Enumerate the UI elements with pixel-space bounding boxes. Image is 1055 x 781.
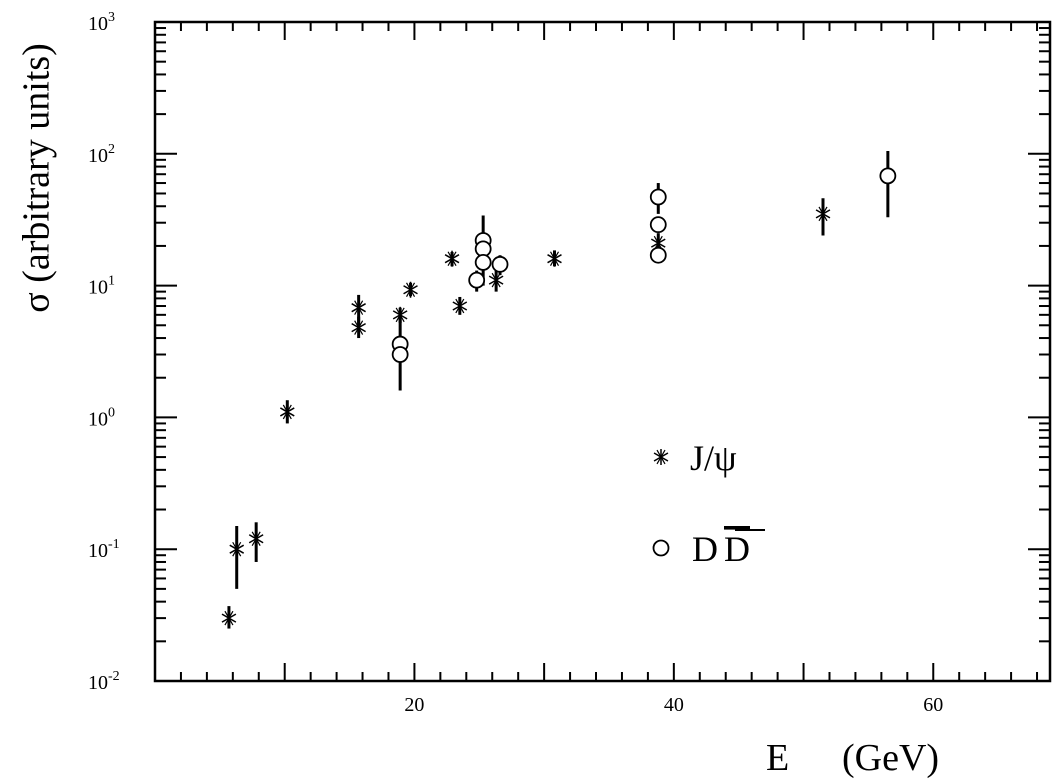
- ddbar-point: [468, 271, 486, 289]
- y-tick-base: 10: [88, 13, 108, 35]
- x-axis-unit: (GeV): [842, 737, 939, 779]
- ddbar-point: [491, 255, 509, 273]
- y-tick-exponent: 0: [108, 405, 115, 420]
- ddbar-point: [649, 188, 667, 206]
- y-tick-exponent: 3: [108, 10, 115, 25]
- y-tick-label: 101: [88, 274, 115, 299]
- jpsi-point: [248, 530, 264, 547]
- y-tick-label: 100: [88, 405, 115, 430]
- ddbar-point: [391, 346, 409, 363]
- x-tick-label: 60: [923, 694, 943, 716]
- ddbar-point: [474, 253, 492, 271]
- jpsi-point: [403, 281, 418, 298]
- y-tick-base: 10: [88, 540, 108, 562]
- y-tick-base: 10: [88, 145, 108, 167]
- y-tick-base: 10: [88, 277, 108, 299]
- jpsi-point: [444, 250, 460, 267]
- y-tick-label: 102: [88, 142, 115, 167]
- jpsi-point: [351, 319, 366, 336]
- x-tick-labels: 20 40 60: [404, 694, 943, 716]
- jpsi-point: [221, 610, 237, 627]
- y-tick-exponent: 1: [108, 274, 115, 289]
- error-bars: [227, 151, 890, 629]
- jpsi-point: [351, 299, 366, 316]
- legend-circle-marker: [652, 539, 670, 557]
- y-axis-label: σ (arbitrary units): [16, 43, 58, 313]
- x-tick-label: 40: [664, 694, 684, 716]
- jpsi-point: [279, 403, 295, 420]
- jpsi-point: [229, 541, 245, 558]
- ddbar-point: [649, 246, 667, 264]
- jpsi-point: [392, 306, 408, 323]
- jpsi-point: [815, 205, 831, 222]
- y-tick-base: 10: [88, 672, 108, 694]
- plot-frame: [153, 20, 1052, 683]
- ddbar-point: [879, 167, 897, 185]
- legend-asterisk-marker: [653, 449, 669, 465]
- y-tick-label: 10-2: [88, 669, 120, 694]
- jpsi-point: [452, 298, 468, 315]
- axis-ticks: [155, 21, 1050, 682]
- y-tick-exponent: 2: [108, 142, 115, 157]
- x-tick-label: 20: [404, 694, 424, 716]
- legend-label-jpsi: J/ψ: [690, 438, 737, 478]
- legend-circle: [652, 539, 670, 557]
- legend-label-d: D: [692, 529, 718, 569]
- y-tick-label: 103: [88, 10, 115, 35]
- y-tick-label: 10-1: [88, 537, 120, 562]
- ddbar-point: [649, 216, 667, 234]
- y-tick-base: 10: [88, 408, 108, 430]
- legend-label-dbar: D: [724, 529, 750, 569]
- jpsi-point: [547, 250, 562, 267]
- x-axis-label: E: [766, 737, 789, 779]
- data-markers: [221, 167, 897, 627]
- legend-asterisk: [653, 449, 669, 465]
- y-tick-exponent: -2: [108, 669, 120, 684]
- y-tick-exponent: -1: [108, 537, 120, 552]
- jpsi-point: [488, 272, 504, 289]
